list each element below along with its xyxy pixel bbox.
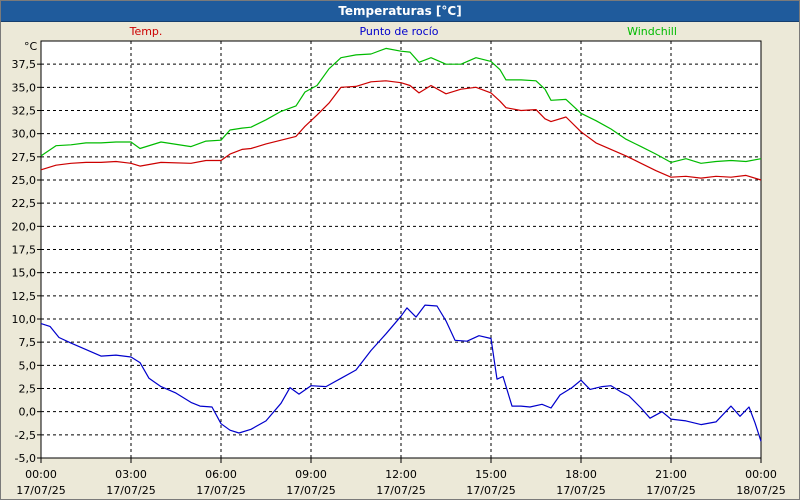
series-line bbox=[40, 304, 762, 442]
y-tick-label: 2,5 bbox=[19, 383, 37, 396]
y-tick-label: 20,0 bbox=[12, 220, 37, 233]
x-tick-time: 00:00 bbox=[745, 468, 777, 481]
x-tick-time: 15:00 bbox=[475, 468, 507, 481]
y-tick-label: 27,5 bbox=[12, 151, 37, 164]
x-tick-date: 17/07/25 bbox=[196, 484, 245, 497]
x-axis: 00:00 17/07/25 03:00 17/07/25 06:00 17/07/25 0… bbox=[16, 458, 786, 497]
series-line bbox=[40, 80, 762, 181]
y-tick-label: 12,5 bbox=[12, 290, 37, 303]
y-tick-label: 5,0 bbox=[19, 359, 37, 372]
y-tick-label: 35,0 bbox=[12, 81, 37, 94]
y-tick-label: 25,0 bbox=[12, 174, 37, 187]
y-axis-label: °C bbox=[24, 40, 38, 53]
legend-entry: Windchill bbox=[627, 25, 677, 38]
series-line bbox=[40, 47, 762, 164]
x-tick-time: 03:00 bbox=[115, 468, 147, 481]
x-tick-date: 17/07/25 bbox=[16, 484, 65, 497]
y-tick-label: 15,0 bbox=[12, 267, 37, 280]
legend-entry: Temp. bbox=[129, 25, 163, 38]
series-group bbox=[40, 47, 762, 442]
y-axis: 37,5 35,0 32,5 30,0 27,5 25,0 22,5 20,0 17,5 15,0… bbox=[12, 58, 41, 465]
x-tick-date: 17/07/25 bbox=[466, 484, 515, 497]
x-tick-date: 18/07/25 bbox=[736, 484, 785, 497]
y-tick-label: 37,5 bbox=[12, 58, 37, 71]
y-tick-label: 10,0 bbox=[12, 313, 37, 326]
y-tick-label: 32,5 bbox=[12, 105, 37, 118]
x-tick-time: 09:00 bbox=[295, 468, 327, 481]
x-tick-date: 17/07/25 bbox=[286, 484, 335, 497]
grid bbox=[41, 41, 761, 458]
window-title: Temperaturas [°C] bbox=[1, 1, 799, 22]
x-tick-time: 06:00 bbox=[205, 468, 237, 481]
y-tick-label: 30,0 bbox=[12, 128, 37, 141]
y-tick-label: 7,5 bbox=[19, 336, 37, 349]
x-tick-date: 17/07/25 bbox=[556, 484, 605, 497]
y-tick-label: 22,5 bbox=[12, 197, 37, 210]
x-tick-date: 17/07/25 bbox=[376, 484, 425, 497]
y-tick-label: 0,0 bbox=[19, 406, 37, 419]
y-tick-label: -2,5 bbox=[15, 429, 36, 442]
y-tick-label: -5,0 bbox=[15, 452, 36, 465]
legend: Temp. Punto de rocío Windchill bbox=[129, 25, 677, 38]
x-tick-date: 17/07/25 bbox=[106, 484, 155, 497]
y-tick-label: 17,5 bbox=[12, 244, 37, 257]
x-tick-time: 21:00 bbox=[655, 468, 687, 481]
legend-entry: Punto de rocío bbox=[359, 25, 438, 38]
x-tick-time: 18:00 bbox=[565, 468, 597, 481]
x-tick-time: 00:00 bbox=[25, 468, 57, 481]
x-tick-time: 12:00 bbox=[385, 468, 417, 481]
x-tick-date: 17/07/25 bbox=[646, 484, 695, 497]
